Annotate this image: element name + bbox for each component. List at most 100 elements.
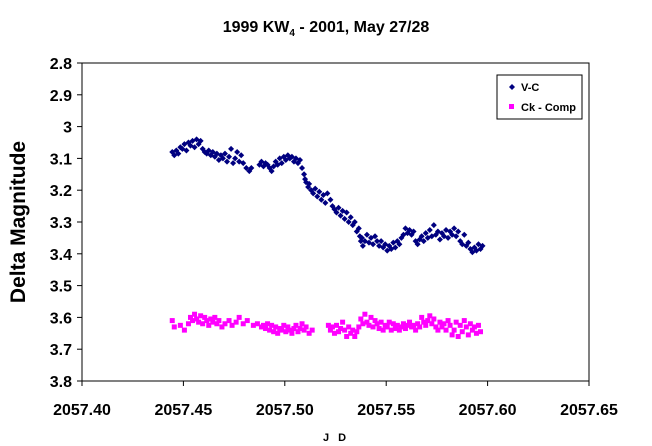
point-ck-comp: [396, 327, 402, 333]
point-v-c: [232, 155, 239, 162]
point-ck-comp: [263, 326, 269, 332]
point-ck-comp: [437, 319, 443, 325]
point-ck-comp: [463, 324, 469, 330]
point-ck-comp: [169, 318, 175, 324]
point-ck-comp: [204, 318, 210, 324]
point-v-c: [345, 219, 352, 225]
point-v-c: [347, 214, 354, 221]
point-ck-comp: [306, 330, 312, 336]
point-v-c: [278, 160, 285, 167]
point-ck-comp: [254, 321, 260, 327]
point-v-c: [414, 241, 421, 248]
chart-title-main: 1999 KW: [223, 19, 291, 36]
point-v-c: [372, 233, 379, 240]
point-ck-comp: [287, 327, 293, 333]
point-ck-comp: [283, 329, 289, 335]
point-v-c: [297, 156, 304, 163]
point-ck-comp: [386, 319, 392, 325]
x-tick-label: 2057.45: [154, 402, 212, 419]
point-v-c: [221, 150, 228, 157]
point-v-c: [238, 152, 245, 159]
point-v-c: [358, 234, 365, 241]
point-v-c: [420, 238, 427, 245]
point-ck-comp: [453, 319, 459, 325]
point-ck-comp: [336, 329, 342, 335]
point-ck-comp: [404, 322, 410, 328]
point-ck-comp: [329, 324, 335, 330]
point-v-c: [374, 238, 381, 245]
point-ck-comp: [366, 322, 372, 328]
point-ck-comp: [303, 324, 309, 330]
point-ck-comp: [400, 321, 406, 327]
point-ck-comp: [449, 332, 455, 338]
point-v-c: [224, 158, 231, 165]
y-axis-label: Delta Magnitude: [7, 141, 30, 303]
point-ck-comp: [192, 311, 198, 317]
point-ck-comp: [265, 321, 271, 327]
y-tick-label: 3.3: [50, 215, 72, 232]
point-v-c: [316, 188, 323, 195]
point-ck-comp: [459, 329, 465, 335]
point-v-c: [310, 190, 317, 197]
point-v-c: [322, 199, 329, 206]
point-v-c: [451, 225, 458, 232]
point-ck-comp: [271, 329, 277, 335]
point-v-c: [392, 244, 399, 251]
point-ck-comp: [208, 316, 214, 322]
point-v-c: [327, 196, 334, 203]
point-ck-comp: [445, 318, 451, 324]
y-axis: 2.8 2.9 3 3.1 3.2 3.3 3.4 3.5 3.6 3.7 3.8: [50, 56, 82, 391]
point-ck-comp: [244, 318, 250, 324]
point-ck-comp: [376, 326, 382, 332]
point-ck-comp: [421, 319, 427, 325]
point-ck-comp: [358, 316, 364, 322]
point-ck-comp: [334, 322, 340, 328]
point-v-c: [306, 180, 313, 187]
point-v-c: [240, 160, 247, 167]
point-ck-comp: [378, 319, 384, 325]
x-tick-label: 2057.65: [560, 402, 618, 419]
point-v-c: [341, 215, 348, 222]
legend: V-C Ck - Comp: [496, 74, 583, 120]
point-v-c: [335, 204, 342, 211]
point-ck-comp: [291, 326, 297, 332]
point-v-c: [234, 149, 241, 156]
x-tick-label: 2057.55: [357, 402, 415, 419]
point-ck-comp: [398, 324, 404, 330]
point-ck-comp: [348, 330, 354, 336]
point-ck-comp: [457, 322, 463, 328]
point-ck-comp: [451, 327, 457, 333]
point-ck-comp: [299, 321, 305, 327]
point-ck-comp: [429, 321, 435, 327]
point-ck-comp: [212, 314, 218, 320]
point-v-c: [436, 236, 443, 243]
point-ck-comp: [273, 324, 279, 330]
point-ck-comp: [350, 327, 356, 333]
point-ck-comp: [289, 330, 295, 336]
point-v-c: [243, 164, 250, 171]
point-ck-comp: [285, 324, 291, 330]
point-v-c: [430, 222, 437, 229]
point-v-c: [333, 209, 340, 216]
point-ck-comp: [177, 322, 183, 328]
point-ck-comp: [455, 333, 461, 339]
data-points: [169, 136, 486, 339]
point-ck-comp: [425, 318, 431, 324]
point-ck-comp: [198, 313, 204, 319]
legend-label-ck-comp: Ck - Comp: [521, 102, 576, 114]
point-v-c: [175, 150, 182, 157]
point-ck-comp: [181, 327, 187, 333]
point-ck-comp: [261, 322, 267, 328]
point-ck-comp: [338, 326, 344, 332]
point-ck-comp: [190, 318, 196, 324]
point-v-c: [228, 145, 235, 152]
point-ck-comp: [297, 326, 303, 332]
point-ck-comp: [340, 319, 346, 325]
point-ck-comp: [467, 321, 473, 327]
point-ck-comp: [465, 332, 471, 338]
point-ck-comp: [447, 322, 453, 328]
point-ck-comp: [433, 324, 439, 330]
point-ck-comp: [413, 327, 419, 333]
legend-marker-ck-comp: [509, 104, 514, 109]
